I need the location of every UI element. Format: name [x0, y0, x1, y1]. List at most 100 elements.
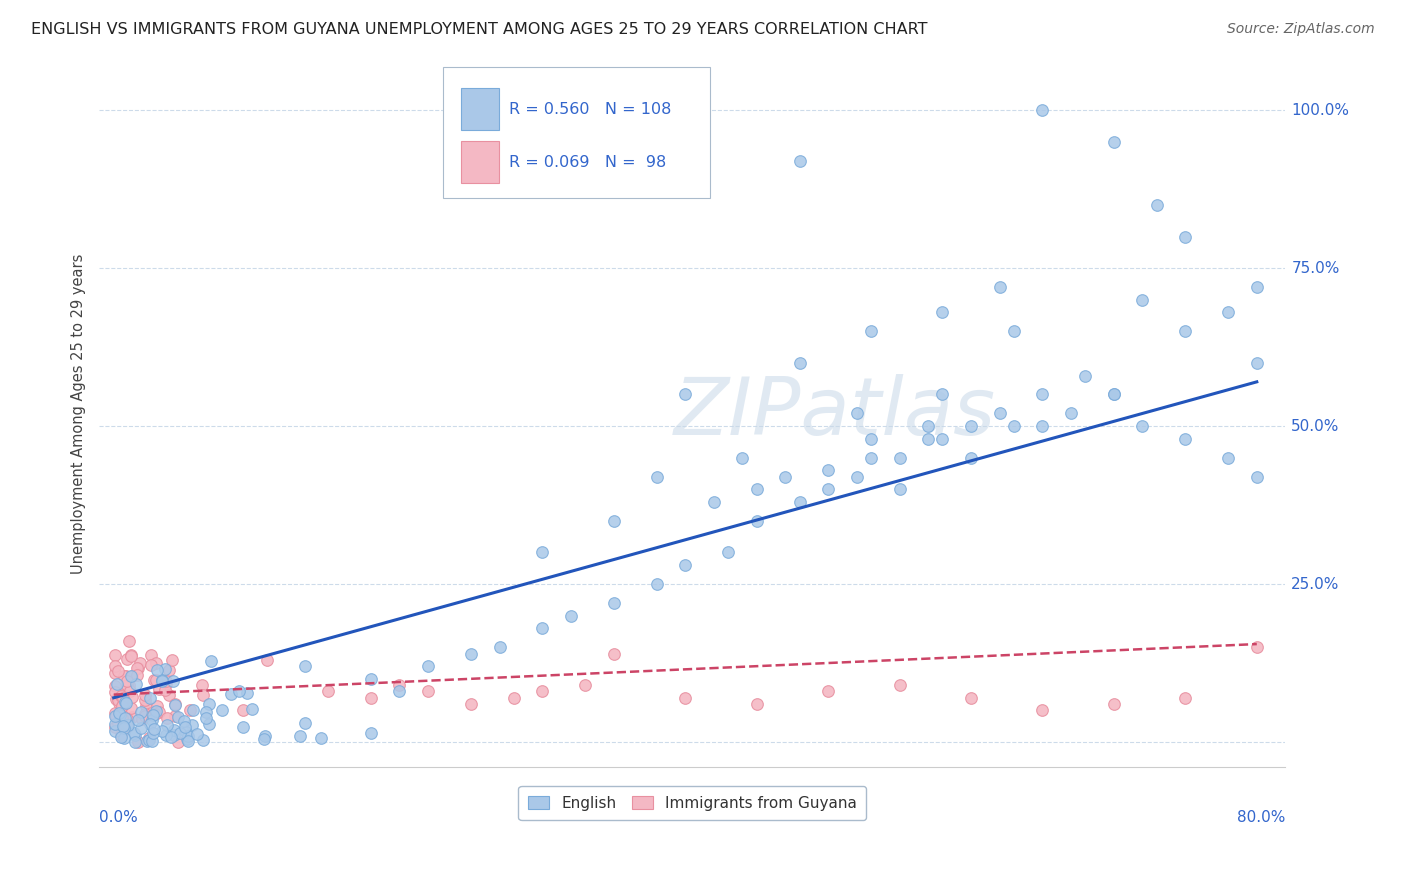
Point — [416, 684, 439, 698]
Point — [256, 652, 278, 666]
Point — [177, 730, 200, 744]
Point — [845, 406, 868, 420]
Point — [232, 703, 254, 717]
Point — [104, 658, 127, 673]
Point — [114, 696, 136, 710]
Point — [115, 669, 138, 683]
FancyBboxPatch shape — [461, 141, 499, 183]
Point — [111, 711, 134, 725]
Point — [146, 699, 169, 714]
Point — [104, 723, 127, 738]
Text: ZIPatlas: ZIPatlas — [673, 375, 995, 452]
Point — [169, 725, 191, 739]
Point — [115, 719, 138, 733]
Point — [181, 717, 204, 731]
Point — [111, 691, 134, 706]
Point — [191, 732, 214, 747]
Point — [145, 657, 167, 671]
Point — [673, 558, 696, 572]
Point — [129, 656, 152, 670]
Point — [1102, 387, 1125, 401]
Point — [142, 708, 165, 723]
Point — [118, 684, 141, 698]
Point — [127, 668, 149, 682]
Point — [174, 720, 197, 734]
Point — [232, 720, 254, 734]
Point — [176, 732, 198, 747]
Point — [731, 450, 754, 465]
Point — [124, 728, 146, 742]
Point — [112, 694, 135, 708]
Point — [288, 729, 311, 743]
Point — [1102, 697, 1125, 711]
Point — [1246, 356, 1268, 370]
Point — [416, 659, 439, 673]
Point — [817, 684, 839, 698]
Point — [240, 702, 263, 716]
Point — [817, 463, 839, 477]
Point — [139, 716, 162, 731]
Point — [114, 711, 136, 725]
Point — [146, 663, 169, 677]
Point — [1031, 419, 1053, 434]
Point — [717, 545, 740, 559]
Point — [104, 648, 127, 663]
Point — [789, 356, 811, 370]
Point — [645, 577, 668, 591]
Point — [1102, 387, 1125, 401]
Point — [197, 716, 219, 731]
Point — [191, 678, 214, 692]
Point — [105, 677, 128, 691]
Point — [111, 698, 134, 713]
Point — [141, 648, 163, 662]
Point — [488, 640, 510, 655]
Point — [121, 668, 143, 682]
Point — [1246, 469, 1268, 483]
Text: 80.0%: 80.0% — [1237, 810, 1285, 825]
Point — [114, 669, 136, 683]
Text: 25.0%: 25.0% — [1291, 576, 1340, 591]
Point — [107, 664, 129, 678]
Point — [120, 700, 142, 714]
Point — [917, 419, 939, 434]
Point — [163, 728, 186, 742]
Point — [703, 495, 725, 509]
Point — [107, 690, 129, 705]
Point — [889, 450, 911, 465]
Point — [152, 723, 174, 738]
Text: R = 0.069   N =  98: R = 0.069 N = 98 — [509, 154, 666, 169]
Point — [160, 653, 183, 667]
Point — [163, 723, 186, 738]
Text: R = 0.560   N = 108: R = 0.560 N = 108 — [509, 102, 671, 117]
Point — [1031, 103, 1053, 117]
Point — [108, 696, 131, 710]
Point — [156, 718, 179, 732]
Point — [254, 729, 277, 743]
Point — [197, 697, 219, 711]
Point — [194, 706, 217, 720]
Point — [156, 711, 179, 725]
Point — [155, 728, 177, 742]
Point — [177, 734, 200, 748]
Point — [115, 651, 138, 665]
Point — [134, 689, 156, 703]
Point — [153, 682, 176, 697]
Point — [1174, 229, 1197, 244]
FancyBboxPatch shape — [461, 88, 499, 130]
Point — [129, 705, 152, 719]
Point — [1060, 406, 1083, 420]
Point — [122, 725, 145, 739]
Point — [136, 700, 159, 714]
Point — [388, 678, 411, 692]
Point — [108, 708, 131, 723]
Point — [163, 709, 186, 723]
Point — [157, 688, 180, 702]
Point — [110, 690, 132, 704]
Point — [1002, 419, 1025, 434]
Point — [1218, 450, 1240, 465]
Point — [117, 712, 139, 726]
Point — [859, 324, 882, 338]
Point — [228, 683, 250, 698]
Point — [531, 545, 554, 559]
Point — [134, 709, 156, 723]
